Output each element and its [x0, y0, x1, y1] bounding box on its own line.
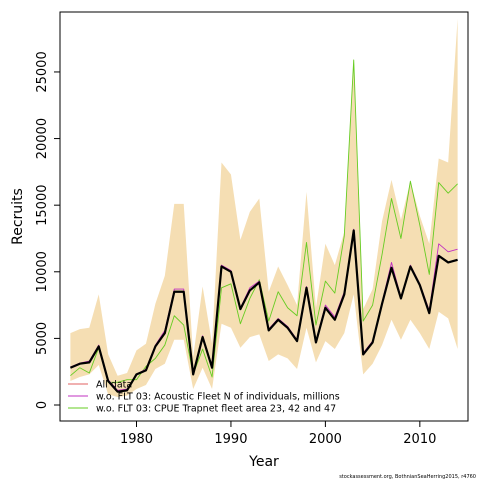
- confidence-band-layer: [70, 18, 458, 398]
- x-tick-label: 1980: [120, 432, 153, 447]
- x-tick-label: 2000: [309, 432, 342, 447]
- confidence-band: [70, 18, 458, 398]
- series-lines-layer: [69, 59, 458, 393]
- x-axis-label: Year: [248, 454, 279, 470]
- y-tick-label: 10000: [35, 251, 50, 292]
- y-tick-label: 20000: [35, 118, 50, 159]
- y-tick-label: 0: [35, 401, 50, 409]
- footnote: stockassessment.org, BothnianSeaHerring2…: [339, 474, 476, 480]
- x-axis: 1980 1990 2000 2010: [120, 421, 436, 447]
- x-tick-label: 1990: [214, 432, 247, 447]
- plot-frame: [59, 11, 469, 422]
- series-line-2: [70, 59, 458, 383]
- legend-label: w.o. FLT 03: CPUE Trapnet fleet area 23,…: [96, 404, 336, 415]
- y-tick-label: 25000: [35, 51, 50, 92]
- series-line-0: [69, 229, 458, 393]
- legend-label: w.o. FLT 03: Acoustic Fleet N of individ…: [96, 392, 340, 403]
- x-tick-label: 2010: [403, 432, 436, 447]
- y-axis: 0 5000 10000 15000 20000 25000: [35, 51, 60, 409]
- legend-label: All data: [96, 380, 132, 391]
- y-tick-label: 15000: [35, 184, 50, 225]
- y-axis-label: Recruits: [10, 188, 26, 245]
- y-tick-label: 5000: [35, 322, 50, 355]
